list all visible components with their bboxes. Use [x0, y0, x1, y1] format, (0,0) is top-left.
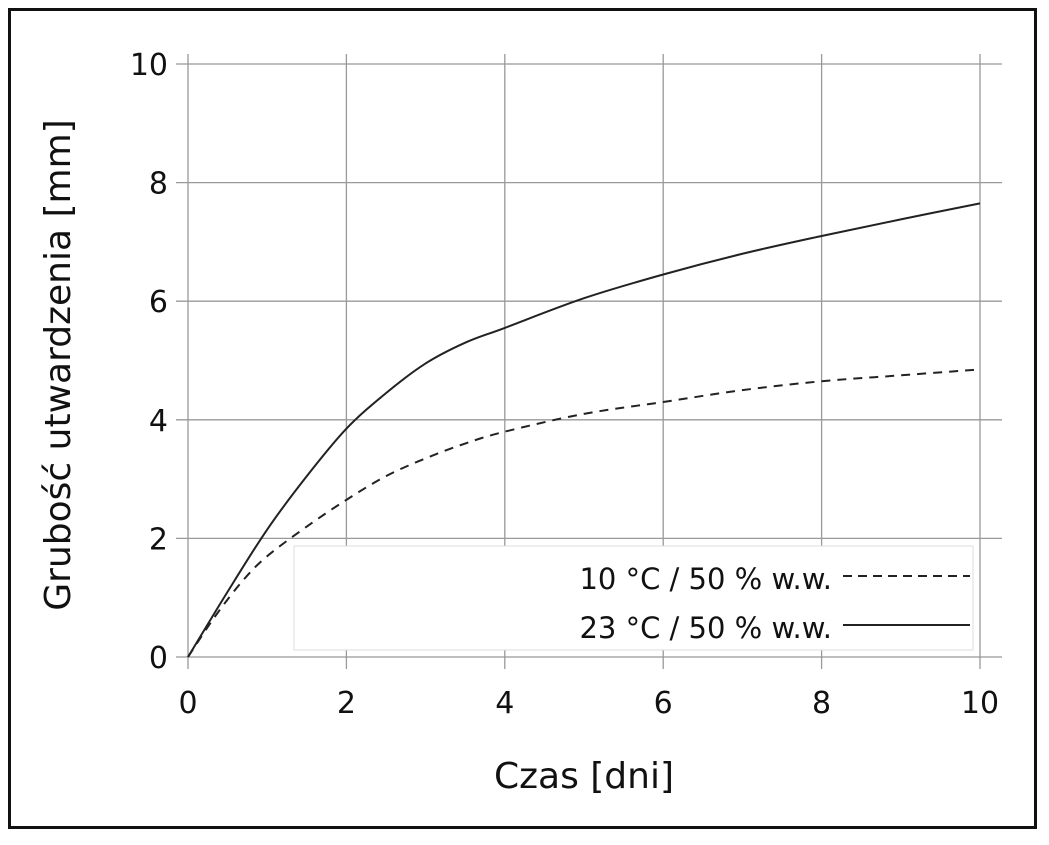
y-tick-label: 2 — [149, 522, 168, 557]
x-axis-label: Czas [dni] — [494, 756, 674, 797]
tick-labels: 0 2 4 6 8 10 0 2 4 6 8 10 — [130, 48, 999, 721]
x-tick-label: 2 — [337, 686, 356, 721]
legend-label-23c: 23 °C / 50 % w.w. — [579, 611, 832, 645]
series-line-1 — [187, 202, 981, 658]
legend-box — [293, 545, 974, 651]
x-tick-label: 8 — [812, 686, 831, 721]
series-line-0 — [187, 368, 981, 658]
x-tick-label: 6 — [654, 686, 673, 721]
y-tick-label: 0 — [149, 641, 168, 676]
y-tick-label: 6 — [149, 285, 168, 320]
y-tick-label: 4 — [149, 404, 168, 439]
series-lines — [187, 202, 981, 658]
legend: 10 °C / 50 % w.w. 23 °C / 50 % w.w. — [293, 545, 974, 651]
chart-frame — [8, 8, 1037, 829]
y-tick-label: 10 — [130, 48, 168, 83]
x-tick-label: 4 — [495, 686, 514, 721]
y-axis-label: Grubość utwardzenia [mm] — [38, 119, 79, 610]
y-tick-label: 8 — [149, 167, 168, 202]
legend-label-10c: 10 °C / 50 % w.w. — [579, 562, 832, 596]
x-tick-label: 0 — [178, 686, 197, 721]
x-tick-label: 10 — [961, 686, 999, 721]
